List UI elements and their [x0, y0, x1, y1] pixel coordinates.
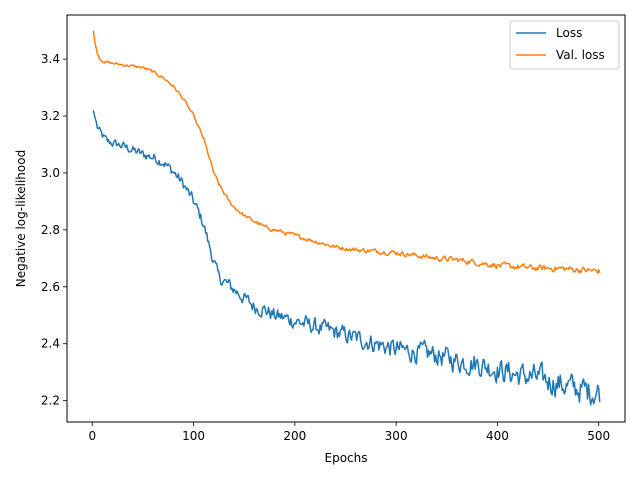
x-tick-label: 400 [486, 429, 509, 443]
x-tick-label: 500 [587, 429, 610, 443]
x-tick-label: 200 [283, 429, 306, 443]
y-tick-label: 2.6 [41, 280, 60, 294]
axes-frame [66, 14, 626, 423]
legend-label-loss: Loss [556, 26, 582, 40]
y-axis: 2.2 2.4 2.6 2.8 3.0 3.2 3.4 [41, 52, 67, 408]
legend: Loss Val. loss [509, 20, 620, 70]
y-tick-label: 2.4 [41, 337, 60, 351]
x-tick-label: 0 [88, 429, 96, 443]
x-axis: 0 100 200 300 400 500 [88, 422, 610, 443]
y-tick-label: 3.0 [41, 166, 60, 180]
loss-series-line [92, 110, 601, 406]
val-loss-series-line [92, 30, 601, 275]
x-tick-label: 300 [385, 429, 408, 443]
series-layer [92, 30, 601, 406]
y-tick-label: 2.2 [41, 394, 60, 408]
y-tick-label: 3.2 [41, 109, 60, 123]
legend-label-val-loss: Val. loss [556, 48, 605, 62]
plot-area [67, 15, 625, 422]
y-axis-title: Negative log-likelihood [14, 150, 28, 287]
x-axis-title: Epochs [325, 451, 368, 465]
y-tick-label: 3.4 [41, 52, 60, 66]
x-tick-label: 100 [182, 429, 205, 443]
y-tick-label: 2.8 [41, 223, 60, 237]
